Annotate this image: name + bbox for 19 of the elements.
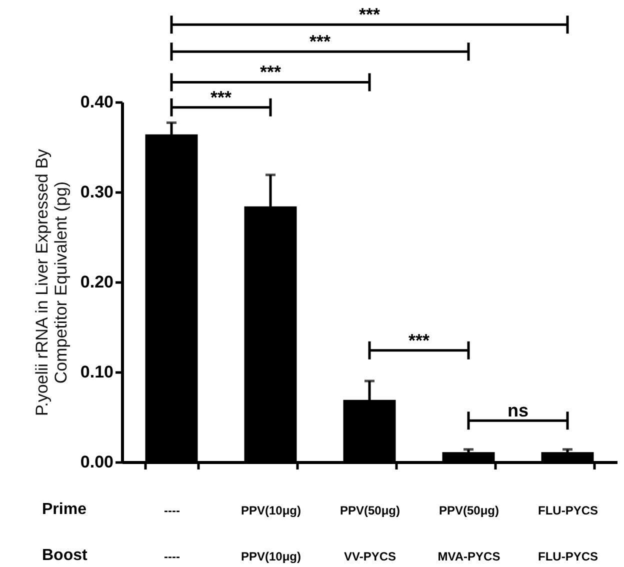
annotation: *** [408,330,430,350]
category-label: PPV(10μg) PPV(10μg) [240,504,302,564]
text: *** [309,32,331,52]
annotation: *** [210,87,232,108]
category-label: FLU-PYCS FLU-PYCS [538,504,598,564]
y-tick-label: 0.30 [80,182,114,202]
category-label: PPV(50μg) VV-PYCS [340,504,400,564]
text: Prime [42,501,87,518]
y-axis-title: P.yoelii rRNA in Liver Expressed By Competitor Equivalent (pg) [32,148,70,416]
category-label: ---- ---- [164,504,180,564]
y-tick-label: 0.40 [80,92,114,112]
text: *** [358,4,380,25]
y-tick-label: 0.10 [80,362,114,382]
y-tick-label: 0.00 [80,452,114,472]
text: *** [260,62,282,82]
annotation: ns [507,400,529,421]
category-label: PPV(50μg) MVA-PYCS [438,504,500,564]
text: Boost [42,547,88,564]
y-tick-label: 0.20 [80,272,114,292]
